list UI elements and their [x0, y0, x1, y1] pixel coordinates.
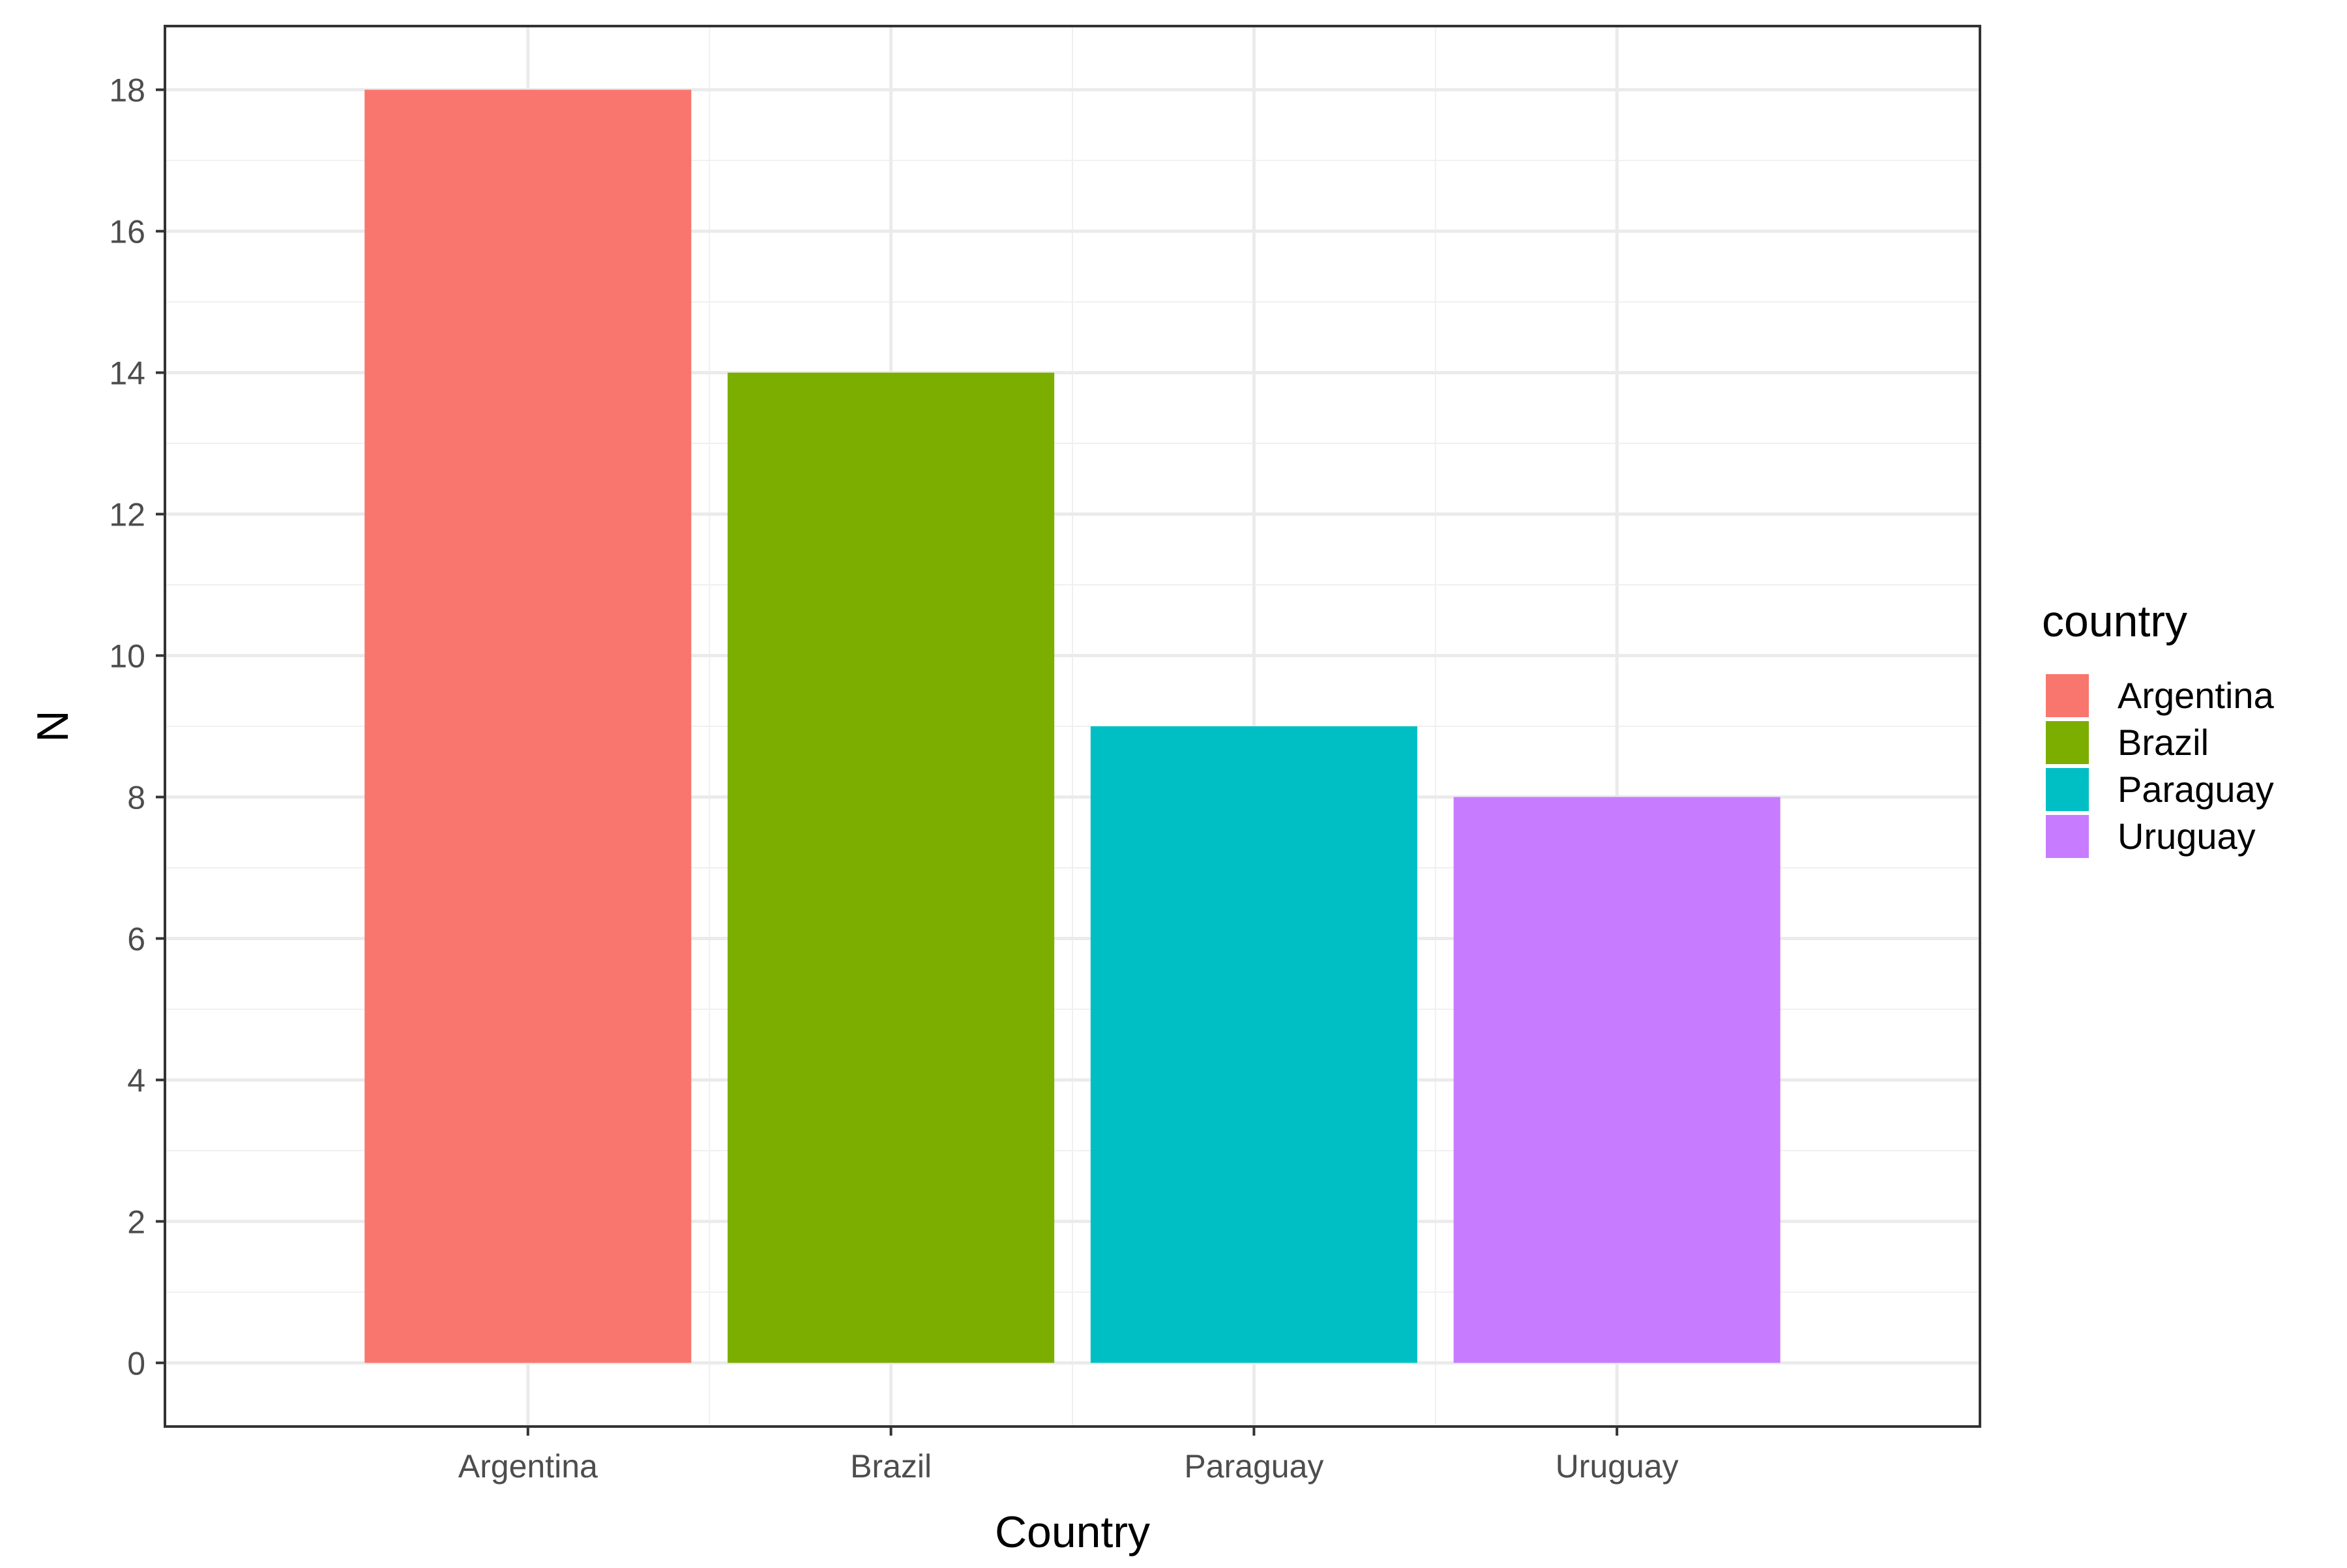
bar-paraguay	[1090, 726, 1417, 1363]
legend-key-argentina	[2046, 674, 2089, 717]
legend-key-brazil	[2046, 721, 2089, 764]
bar-uruguay	[1453, 797, 1780, 1363]
bar-brazil	[728, 372, 1055, 1363]
legend-label: Uruguay	[2118, 816, 2256, 857]
x-tick-label: Argentina	[458, 1448, 598, 1485]
y-tick-label: 14	[109, 355, 145, 392]
plot-panel-border	[164, 25, 1981, 1428]
y-tick-label: 8	[127, 779, 145, 816]
legend-label: Paraguay	[2118, 769, 2274, 810]
legend-label: Brazil	[2118, 722, 2209, 763]
y-axis-title: N	[28, 710, 78, 742]
y-tick-label: 18	[109, 72, 145, 109]
x-tick-label: Uruguay	[1556, 1448, 1679, 1485]
y-tick-label: 4	[127, 1062, 145, 1099]
y-tick-label: 12	[109, 497, 145, 533]
x-tick-label: Paraguay	[1184, 1448, 1323, 1485]
y-tick-label: 16	[109, 214, 145, 250]
legend: country Argentina Brazil Paraguay Uruguay	[2042, 597, 2275, 858]
legend-key-paraguay	[2046, 768, 2089, 811]
x-tick-label: Brazil	[850, 1448, 932, 1485]
y-tick-label: 2	[127, 1204, 145, 1240]
y-tick-label: 10	[109, 638, 145, 675]
bar-argentina	[364, 89, 692, 1363]
y-tick-label: 6	[127, 921, 145, 957]
legend-label: Argentina	[2118, 675, 2275, 716]
y-tick-label: 0	[127, 1345, 145, 1382]
legend-key-uruguay	[2046, 815, 2089, 858]
legend-title: country	[2042, 597, 2187, 646]
x-axis-title: Country	[995, 1507, 1150, 1557]
